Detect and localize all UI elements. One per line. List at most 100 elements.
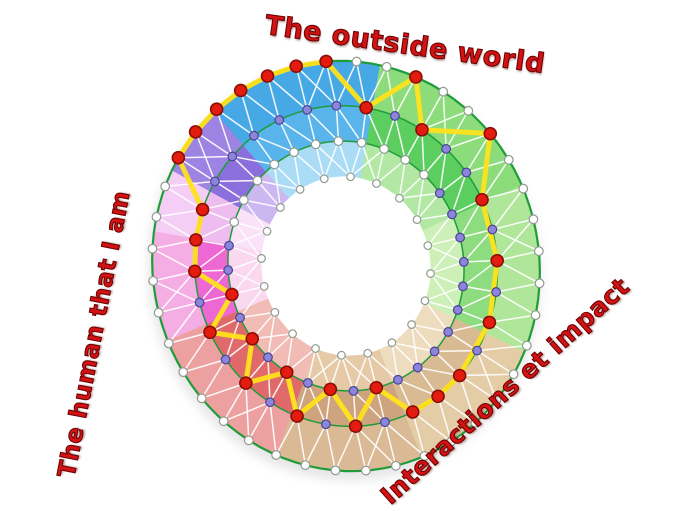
node-red [171,150,186,165]
node-white [153,307,164,318]
node-white [528,214,539,225]
node-white [196,393,207,404]
node-red [290,409,304,423]
node-white [269,159,280,170]
node-purple [458,256,469,267]
node-white [300,460,311,471]
node-white [508,369,519,380]
node-purple [380,417,390,428]
node-white [311,344,320,353]
node-white [160,181,171,192]
node-red [452,368,467,383]
torus-group [147,54,545,481]
node-red [203,325,217,340]
node-red [279,365,294,379]
node-purple [458,281,468,292]
node-white [363,348,373,358]
torus-hole [261,176,431,356]
node-purple [429,346,440,357]
node-white [463,105,474,116]
node-white [426,269,435,278]
node-white [257,254,266,263]
node-white [275,203,285,212]
node-white [252,175,263,186]
node-white [271,450,282,460]
node-purple [227,151,238,162]
node-white [387,338,397,348]
node-purple [452,305,463,315]
node-purple [461,167,472,178]
node-red [359,100,373,115]
node-white [319,174,329,184]
node-red [187,264,202,279]
node-white [229,217,240,227]
node-white [381,61,392,72]
yellow-path [175,58,500,429]
node-white [491,395,502,405]
node-purple [249,130,259,141]
node-purple [220,354,231,365]
node-purple [274,115,285,125]
node-red [323,382,338,397]
node-white [218,416,229,427]
node-purple [441,143,452,154]
node-white [346,172,355,182]
node-white [163,338,174,349]
node-purple [223,265,234,276]
node-red [348,419,363,434]
node-white [534,278,545,289]
node-white [419,169,429,180]
node-white [310,139,321,150]
node-white [423,241,433,251]
node-purple [263,352,273,363]
node-white [295,184,305,194]
node-white [503,154,514,165]
node-white [289,147,299,158]
node-purple [210,176,220,187]
node-white [360,465,371,476]
node-purple [487,224,498,235]
node-purple [455,232,466,243]
node-purple [447,209,457,220]
node-red [189,233,203,247]
node-white [238,195,249,205]
node-red [260,69,275,83]
node-red [188,125,203,139]
node-red [289,59,303,74]
node-purple [390,111,400,121]
node-red [239,376,253,390]
node-purple [412,362,423,373]
node-red [409,70,423,84]
node-purple [302,104,312,115]
node-purple [265,397,275,408]
node-white [351,56,362,67]
node-white [400,154,411,165]
node-white [243,435,254,446]
node-white [262,226,272,236]
node-red [195,202,210,217]
node-white [521,340,532,351]
node-white [151,211,162,222]
node-red [319,54,333,69]
node-white [372,179,381,188]
node-purple [491,287,502,297]
node-red [405,405,420,419]
node-purple [348,385,359,396]
node-red [490,253,505,268]
node-white [288,329,297,339]
node-white [395,193,404,203]
node-purple [472,345,482,356]
node-red [482,315,497,330]
node-white [379,144,390,154]
node-white [148,275,159,286]
node-red [225,287,239,302]
node-purple [393,374,403,385]
node-red [483,126,498,141]
node-white [259,281,269,291]
node-red [369,380,384,395]
node-red [431,389,445,404]
node-white [147,243,158,254]
node-red [475,192,489,207]
